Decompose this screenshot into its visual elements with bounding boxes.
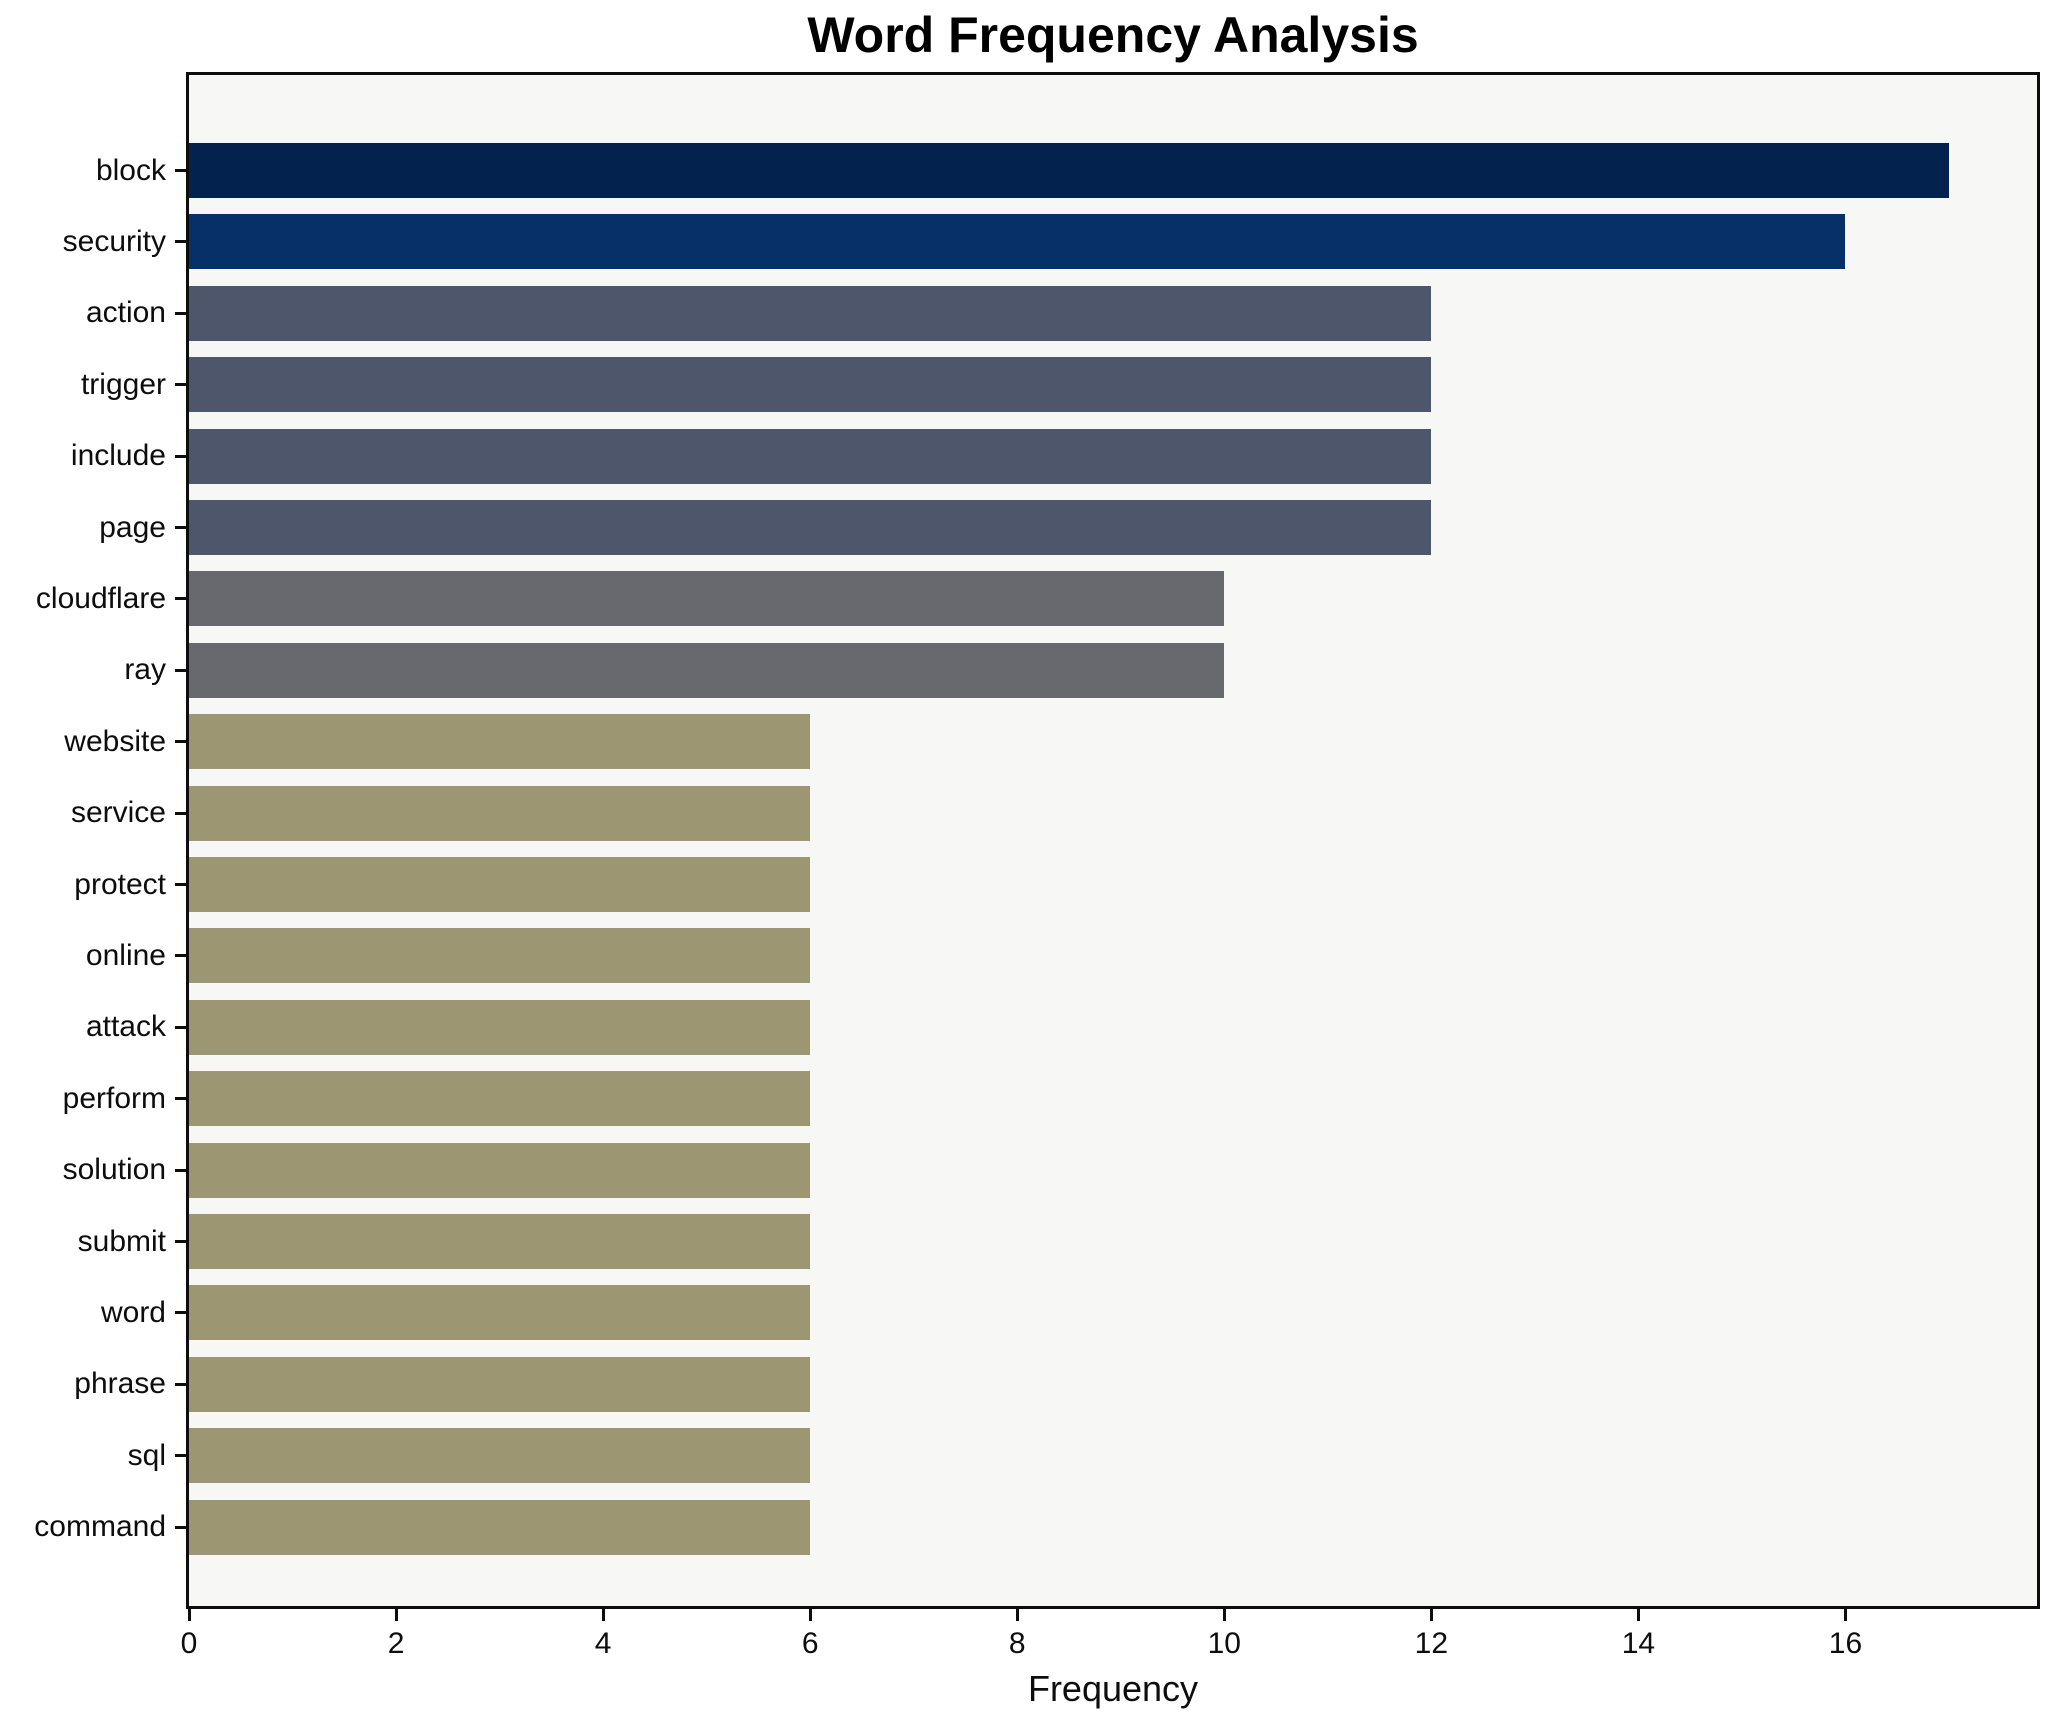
x-tick-2 [394,1609,398,1621]
x-tick-16 [1843,1609,1847,1621]
y-label-submit: submit [77,1224,166,1258]
y-label-word: word [100,1295,166,1329]
y-tick-solution [175,1168,186,1172]
y-tick-trigger [175,383,186,387]
y-label-website: website [64,724,166,758]
x-tick-4 [601,1609,605,1621]
y-label-phrase: phrase [74,1367,166,1401]
bar-cloudflare [189,571,1225,627]
y-label-attack: attack [85,1010,166,1044]
y-tick-perform [175,1097,186,1101]
y-label-ray: ray [124,653,166,687]
x-tick-label-10: 10 [1207,1627,1241,1660]
y-label-command: command [34,1510,166,1544]
bar-protect [189,857,811,912]
y-tick-submit [175,1240,186,1243]
x-tick-8 [1015,1609,1019,1621]
bar-website [189,714,811,770]
y-label-page: page [99,510,166,544]
bar-word [189,1285,811,1341]
x-tick-0 [187,1609,191,1621]
bar-perform [189,1071,811,1127]
bar-trigger [189,357,1432,413]
x-tick-label-8: 8 [1008,1627,1026,1660]
y-tick-attack [175,1025,186,1029]
x-tick-label-6: 6 [801,1627,819,1660]
bar-phrase [189,1356,811,1412]
x-tick-label-14: 14 [1621,1627,1656,1660]
x-axis-label: Frequency [1027,1668,1199,1709]
y-tick-page [175,526,186,529]
bar-block [189,143,1949,198]
bar-security [189,214,1846,270]
x-tick-label-16: 16 [1828,1627,1863,1660]
y-tick-ray [175,668,186,672]
x-tick-label-4: 4 [594,1627,612,1660]
y-label-action: action [85,296,166,330]
y-tick-action [175,311,186,315]
x-tick-label-2: 2 [387,1627,405,1660]
y-label-service: service [70,796,166,830]
y-label-sql: sql [127,1438,166,1472]
x-tick-10 [1222,1609,1226,1621]
y-tick-security [175,240,186,244]
y-label-cloudflare: cloudflare [35,581,166,615]
bar-sql [189,1428,811,1484]
y-tick-online [175,954,186,958]
bar-ray [189,642,1225,698]
y-label-include: include [70,439,166,473]
y-tick-sql [175,1454,186,1458]
y-tick-word [175,1311,186,1315]
y-label-trigger: trigger [80,367,166,401]
bar-command [189,1499,811,1555]
bar-attack [189,999,811,1055]
x-tick-6 [808,1609,812,1621]
y-tick-block [175,169,186,172]
bar-online [189,928,811,984]
y-tick-phrase [175,1382,186,1386]
x-tick-label-0: 0 [180,1627,198,1660]
y-tick-service [175,811,186,815]
bar-service [189,785,811,841]
y-label-perform: perform [62,1081,166,1115]
bar-include [189,428,1432,484]
x-tick-14 [1636,1609,1640,1621]
y-tick-command [175,1525,186,1529]
chart-title: Word Frequency Analysis [807,7,1419,63]
y-label-solution: solution [62,1153,166,1187]
y-label-online: online [85,938,166,972]
y-label-security: security [62,224,166,258]
plot-area [186,72,2040,1609]
y-tick-cloudflare [175,597,186,601]
y-tick-include [175,454,186,458]
y-label-block: block [95,153,166,187]
y-label-protect: protect [74,867,166,901]
bar-page [189,500,1432,555]
x-tick-12 [1429,1609,1433,1621]
bar-action [189,285,1432,341]
y-tick-website [175,740,186,744]
bar-solution [189,1142,811,1198]
bar-submit [189,1214,811,1269]
y-tick-protect [175,883,186,886]
x-tick-label-12: 12 [1414,1627,1449,1660]
